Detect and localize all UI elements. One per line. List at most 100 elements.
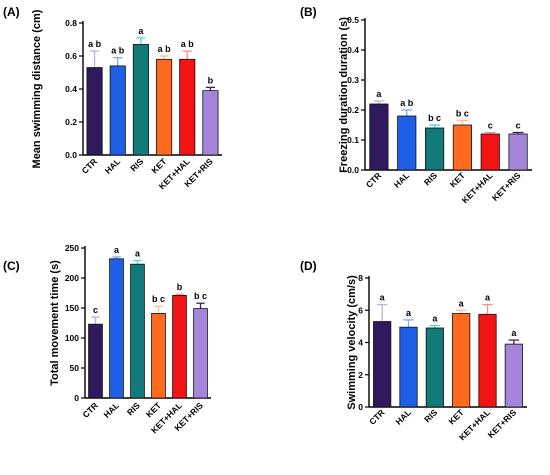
x-tick-label: KET+RIS xyxy=(486,407,519,440)
significance-label: a b xyxy=(88,39,102,49)
bar-KET xyxy=(156,58,173,156)
significance-label: a xyxy=(485,293,491,303)
significance-label: a xyxy=(380,293,386,303)
chart-panel-3: (D) Swimming velocity (cm/s) 0 2 4 6 8 a CTR a HAL… xyxy=(300,259,527,442)
significance-label: a xyxy=(432,314,438,324)
chart-panel-0: (A) Mean swimming distance (cm) 0.0 0.2 0.4 0… xyxy=(3,5,222,191)
bar-KET+RIS xyxy=(193,308,208,399)
y-axis-label: Total movement time (s) xyxy=(49,260,61,386)
x-tick-label: RIS xyxy=(422,407,439,424)
significance-label: a xyxy=(511,328,517,338)
bar-CTR xyxy=(88,323,103,399)
y-axis-label: Mean swimming distance (cm) xyxy=(31,9,43,168)
panel-label: (C) xyxy=(3,259,20,273)
y-tick-label: 2 xyxy=(358,370,363,380)
y-tick-label: 250 xyxy=(65,243,79,253)
y-tick-label: 100 xyxy=(65,333,79,343)
x-tick-label: HAL xyxy=(103,156,122,175)
chart-panel-1: (B) Freezing duration duration (s)0.0 0.1 0… xyxy=(300,5,532,205)
panel-label: (A) xyxy=(3,5,20,19)
bar-RIS xyxy=(424,127,445,171)
x-tick-label: RIS xyxy=(125,400,142,417)
y-tick-label: 0.4 xyxy=(65,84,77,94)
y-tick-label: 0 xyxy=(74,393,79,403)
bar-RIS xyxy=(132,44,149,156)
y-tick-label: 8 xyxy=(358,273,363,283)
bar-KET+HAL xyxy=(480,133,500,171)
y-tick-label: 4 xyxy=(358,338,363,348)
y-tick-label: 150 xyxy=(65,303,79,313)
y-tick-label: 0.2 xyxy=(65,117,77,127)
x-tick-label: HAL xyxy=(392,170,411,189)
bar-KET+RIS xyxy=(504,343,523,408)
bar-CTR xyxy=(86,67,103,156)
significance-label: a xyxy=(135,249,141,259)
bar-KET+HAL xyxy=(478,313,497,408)
chart-panel-2: (C) Total movement time (s) 0 50 100 150 200 25… xyxy=(3,243,211,435)
bar-HAL xyxy=(109,258,124,399)
bar-HAL xyxy=(397,115,417,171)
bar-HAL xyxy=(399,326,418,408)
bar-HAL xyxy=(109,65,126,156)
x-tick-label: RIS xyxy=(422,170,439,187)
x-tick-label: CTR xyxy=(364,170,383,189)
significance-label: a xyxy=(459,298,465,308)
x-tick-label: CTR xyxy=(80,400,99,419)
bar-KET xyxy=(151,312,166,399)
significance-label: a xyxy=(406,308,412,318)
significance-label: a b xyxy=(400,98,414,108)
x-tick-label: CTR xyxy=(80,156,99,175)
y-tick-label: 0.0 xyxy=(347,165,359,175)
bar-KET xyxy=(452,313,471,408)
x-tick-label: KET xyxy=(448,170,468,190)
bar-KET xyxy=(452,124,473,171)
significance-label: b xyxy=(208,75,214,85)
significance-label: c xyxy=(488,121,493,131)
bar-KET+HAL xyxy=(179,58,196,156)
x-tick-label: KET xyxy=(149,156,169,176)
y-axis-label: Swimming velocity (cm/s) xyxy=(346,275,358,410)
x-tick-label: HAL xyxy=(393,407,412,426)
significance-label: b c xyxy=(152,294,165,304)
significance-label: a xyxy=(138,26,144,36)
significance-label: b c xyxy=(194,291,207,301)
y-tick-label: 0.8 xyxy=(65,18,77,28)
significance-label: b c xyxy=(456,109,469,119)
significance-label: a xyxy=(376,89,382,99)
x-tick-label: CTR xyxy=(367,407,386,426)
y-tick-label: 0.0 xyxy=(65,150,77,160)
significance-label: c xyxy=(93,305,98,315)
y-tick-label: 0.5 xyxy=(347,15,359,25)
panel-label: (B) xyxy=(300,5,317,19)
y-tick-label: 0.3 xyxy=(347,75,359,85)
y-tick-label: 50 xyxy=(70,363,80,373)
y-tick-label: 0.2 xyxy=(347,105,359,115)
bar-RIS xyxy=(425,327,444,408)
significance-label: b xyxy=(177,282,183,292)
significance-label: a b xyxy=(111,46,125,56)
bar-KET+HAL xyxy=(172,294,187,399)
bar-CTR xyxy=(369,103,389,171)
bar-RIS xyxy=(130,263,145,399)
x-tick-label: HAL xyxy=(101,400,120,419)
x-tick-label: KET+RIS xyxy=(490,170,523,203)
panel-label: (D) xyxy=(300,259,317,273)
significance-label: c xyxy=(516,121,521,131)
significance-label: a xyxy=(114,245,120,255)
bar-KET+RIS xyxy=(508,133,528,171)
y-tick-label: 0 xyxy=(358,402,363,412)
bar-CTR xyxy=(373,321,392,408)
significance-label: b c xyxy=(428,113,441,123)
x-tick-label: RIS xyxy=(128,156,145,173)
y-tick-label: 0.1 xyxy=(347,135,359,145)
significance-label: a b xyxy=(158,44,172,54)
x-tick-label: KET xyxy=(446,407,466,427)
y-tick-label: 200 xyxy=(65,273,79,283)
y-tick-label: 0.6 xyxy=(65,51,77,61)
y-tick-label: 0.4 xyxy=(347,45,359,55)
y-tick-label: 6 xyxy=(358,305,363,315)
bar-KET+RIS xyxy=(202,90,219,156)
significance-label: a b xyxy=(181,39,195,49)
y-axis-label: Freezing duration duration (s) xyxy=(338,17,350,173)
